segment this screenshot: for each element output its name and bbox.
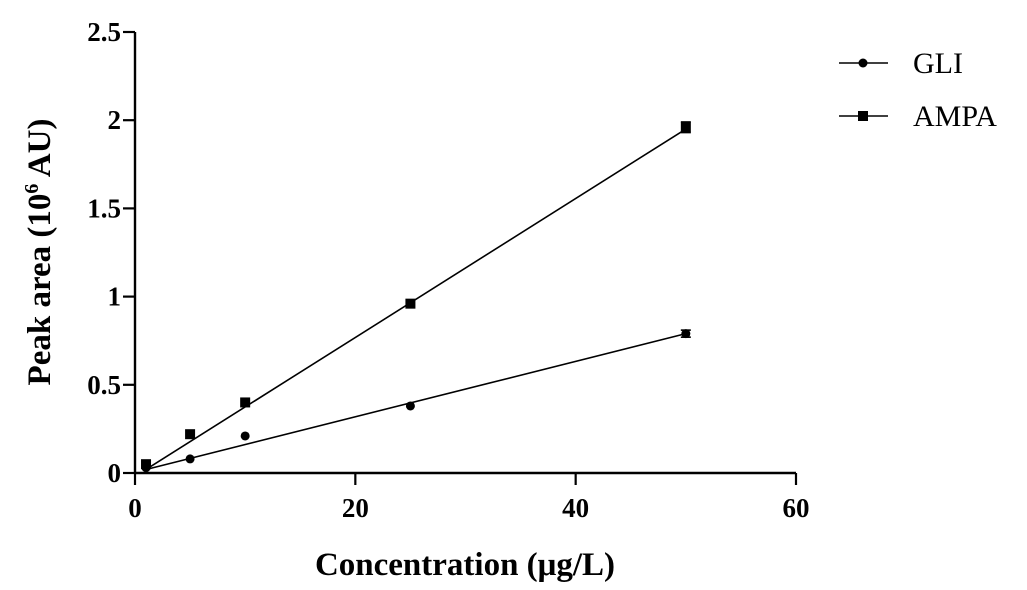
legend: GLI AMPA — [839, 47, 997, 133]
ampa-data-point — [185, 429, 196, 440]
x-axis-title: Concentration (μg/L) — [315, 547, 615, 583]
legend-label: GLI — [913, 47, 963, 80]
gli-data-point — [681, 329, 691, 339]
gli-data-point — [240, 431, 250, 441]
legend-item-gli: GLI — [839, 47, 963, 80]
ampa-data-point — [680, 122, 691, 133]
x-tick-label: 0 — [128, 493, 142, 523]
y-tick-label: 2 — [108, 105, 122, 135]
legend-marker — [858, 58, 868, 68]
ampa-data-point — [141, 459, 152, 470]
y-tick-label: 0 — [108, 458, 122, 488]
y-axis-title: Peak area (106 AU) — [21, 119, 58, 386]
gli-data-point — [405, 401, 415, 411]
gli-fit-line — [145, 332, 687, 471]
y-axis-title-end: AU) — [22, 119, 58, 184]
legend-label: AMPA — [913, 100, 997, 133]
y-tick-label: 0.5 — [87, 370, 121, 400]
legend-item-ampa: AMPA — [839, 100, 997, 133]
x-tick-label: 20 — [342, 493, 369, 523]
y-tick-label: 1 — [108, 282, 122, 312]
legend-marker — [858, 111, 868, 121]
ampa-fit-line — [145, 128, 687, 471]
x-tick-label: 60 — [783, 493, 810, 523]
x-tick-label: 40 — [562, 493, 589, 523]
y-tick-label: 2.5 — [87, 17, 121, 47]
series-ampa — [141, 121, 691, 471]
ampa-data-point — [405, 298, 416, 309]
gli-data-point — [185, 454, 195, 464]
y-axis-ticks: 0 0.5 1 1.5 2 2.5 — [87, 17, 135, 488]
ampa-data-point — [240, 397, 251, 408]
series-layer — [141, 121, 691, 473]
series-gli — [141, 329, 691, 473]
y-axis-title-superscript: 6 — [21, 184, 43, 194]
x-axis-ticks: 0 20 40 60 — [128, 473, 810, 523]
y-axis-title-main: Peak area (10 — [22, 194, 58, 386]
y-tick-label: 1.5 — [87, 193, 121, 223]
